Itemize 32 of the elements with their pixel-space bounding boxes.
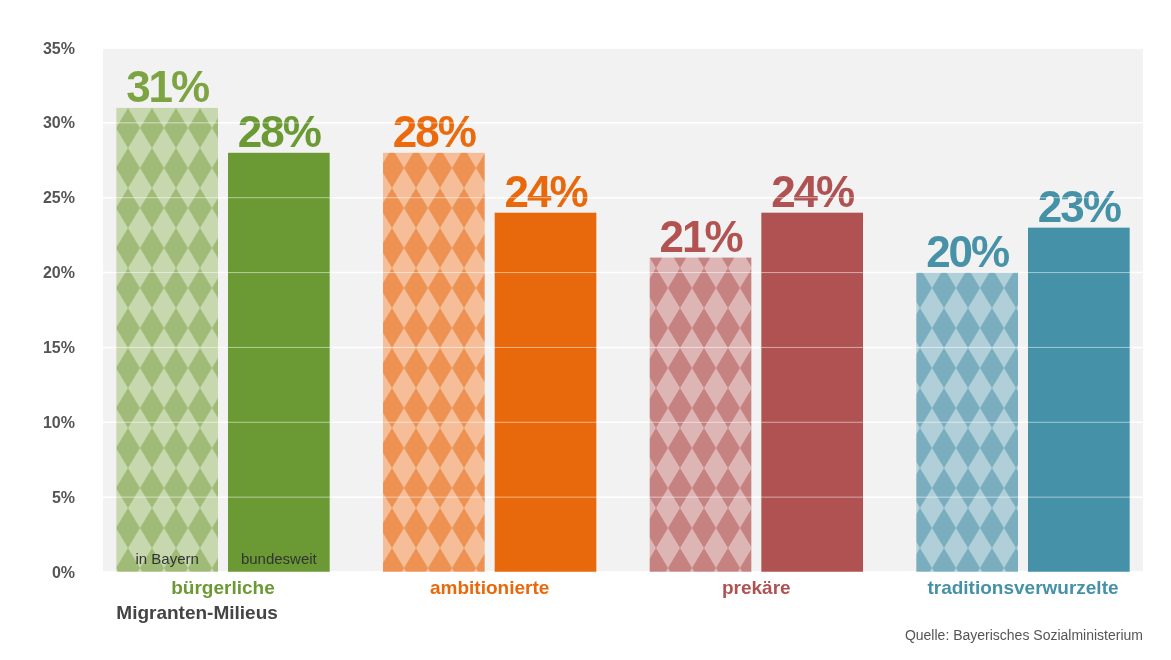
data-label: 31%: [126, 61, 210, 111]
bar: [649, 257, 752, 572]
bar: [494, 212, 597, 572]
y-tick-label: 20%: [42, 264, 75, 282]
data-label: 28%: [392, 106, 476, 156]
x-tick-label: traditionsverwurzelte: [927, 577, 1119, 598]
data-label: 23%: [1037, 181, 1121, 231]
x-tick-label: bürgerliche: [171, 577, 275, 598]
data-label: 28%: [237, 106, 321, 156]
y-tick-label: 0%: [51, 563, 75, 581]
data-label: 24%: [504, 166, 588, 216]
y-tick-label: 10%: [42, 413, 75, 431]
series-label: bundesweit: [240, 550, 318, 567]
bar: [116, 107, 218, 572]
y-tick-label: 5%: [51, 488, 75, 506]
x-tick-label: prekäre: [722, 577, 791, 598]
data-label: 24%: [771, 166, 855, 216]
data-label: 20%: [926, 226, 1010, 276]
y-tick-label: 35%: [42, 39, 75, 57]
source-note: Quelle: Bayerisches Sozialministerium: [904, 627, 1143, 643]
bar: [228, 152, 330, 572]
data-label: 21%: [659, 211, 743, 261]
y-tick-label: 30%: [42, 114, 75, 132]
y-tick-label: 25%: [42, 189, 75, 207]
x-axis-title: Migranten-Milieus: [116, 602, 278, 623]
bar: [916, 272, 1018, 572]
bar: [383, 152, 485, 572]
bar: [761, 212, 863, 572]
x-tick-label: ambitionierte: [430, 577, 550, 598]
series-label: in Bayern: [135, 550, 199, 567]
bar: [1028, 227, 1130, 572]
y-tick-label: 15%: [42, 339, 75, 357]
